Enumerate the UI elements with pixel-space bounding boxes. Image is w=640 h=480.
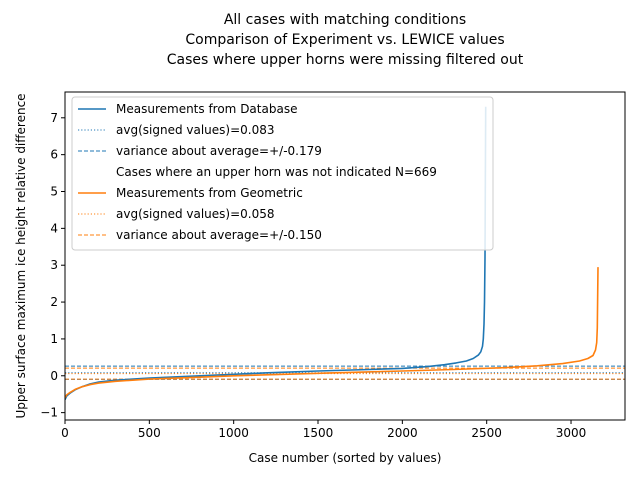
chart-title: All cases with matching conditions Compar… <box>167 12 524 68</box>
y-tick-label: 5 <box>50 185 58 199</box>
x-tick-label: 2000 <box>387 426 418 440</box>
legend-label: Measurements from Geometric <box>116 186 303 200</box>
title-line: Cases where upper horns were missing fil… <box>167 52 524 68</box>
x-tick-label: 3000 <box>556 426 587 440</box>
legend-label: variance about average=+/-0.179 <box>116 144 322 158</box>
y-tick-label: 0 <box>50 369 58 383</box>
legend-label: avg(signed values)=0.083 <box>116 123 275 137</box>
title-line: Comparison of Experiment vs. LEWICE valu… <box>185 32 504 48</box>
y-tick-label: 6 <box>50 148 58 162</box>
y-tick-label: 7 <box>50 111 58 125</box>
y-tick-label: 4 <box>50 221 58 235</box>
legend-box <box>71 96 494 251</box>
x-tick-label: 2500 <box>471 426 502 440</box>
plot-frame <box>64 91 626 421</box>
y-axis: −1 0 1 2 3 4 5 6 7 <box>40 111 65 420</box>
legend: Measurements from Database avg(signed val… <box>71 96 494 251</box>
x-axis: 0 500 1000 1500 2000 2500 3000 <box>61 420 586 440</box>
series-line-geometric <box>65 267 599 399</box>
y-tick-label: 1 <box>50 332 58 346</box>
legend-label: variance about average=+/-0.150 <box>116 228 322 242</box>
x-axis-label: Case number (sorted by values) <box>249 451 442 465</box>
title-line: All cases with matching conditions <box>224 12 466 28</box>
legend-label: Measurements from Database <box>116 102 297 116</box>
y-tick-label: 3 <box>50 258 58 272</box>
x-tick-label: 1500 <box>303 426 334 440</box>
y-tick-label: 2 <box>50 295 58 309</box>
x-tick-label: 500 <box>138 426 161 440</box>
y-axis-label: Upper surface maximum ice height relativ… <box>14 93 28 418</box>
x-tick-label: 1000 <box>218 426 249 440</box>
legend-label: avg(signed values)=0.058 <box>116 207 275 221</box>
series-lines <box>65 106 599 401</box>
y-tick-label: −1 <box>40 406 58 420</box>
legend-label: Cases where an upper horn was not indica… <box>116 165 437 179</box>
x-tick-label: 0 <box>61 426 69 440</box>
